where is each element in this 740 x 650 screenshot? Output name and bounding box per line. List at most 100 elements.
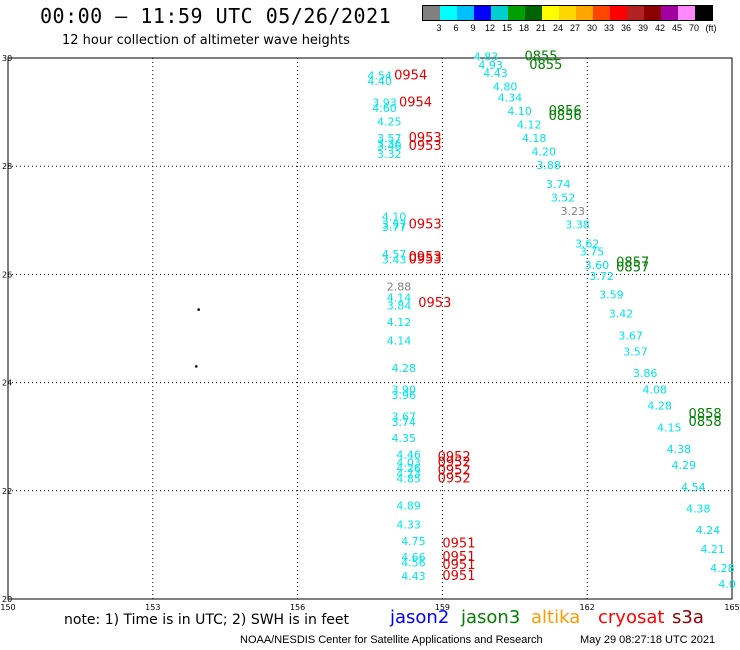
pass-time-label: 0855 [524,50,557,65]
wave-height-label: 4.18 [522,132,547,145]
legend-label: (ft) [705,23,717,33]
wave-height-label: 3.67 [392,410,417,423]
wave-height-label: 4.80 [493,80,518,93]
footer-credit: NOAA/NESDIS Center for Satellite Applica… [240,634,543,646]
pass-time-label: 0952 [438,464,471,479]
map-frame [7,57,733,600]
lon-tick-label: 150 [0,603,15,612]
wave-height-label: 4.54 [681,481,706,494]
page-title: 00:00 – 11:59 UTC 05/26/2021 [40,4,392,28]
wave-height-label: 4.40 [367,75,392,88]
wave-height-label: 3.86 [633,367,658,380]
lat-tick-label: 28 [2,162,12,171]
pass-time-label: 0953 [409,217,442,232]
legend-label: 12 [484,23,495,33]
data-marks: 4.544.403.934.604.253.573.363.463.324.10… [194,50,736,591]
pass-time-label: 0858 [689,407,722,422]
pass-time-label: 0953 [409,253,442,268]
lat-tick-label: 30 [2,54,12,63]
wave-height-label: 3.57 [623,346,648,359]
pass-time-label: 0952 [438,455,471,470]
map-grid [7,57,733,600]
legend-label: 42 [654,23,665,33]
legend-swatch [423,6,440,20]
wave-height-label: 3.32 [377,148,402,161]
legend-label: 30 [586,23,597,33]
lon-tick-label: 159 [435,603,450,612]
legend-label: 24 [552,23,563,33]
pass-time-label: 0857 [616,255,649,270]
lat-tick-label: 20 [2,595,12,604]
wave-height-label: 4.54 [367,70,392,83]
legend-label: 15 [501,23,512,33]
legend-label: 6 [453,23,459,33]
wave-height-label: 4.60 [372,102,397,115]
wave-height-label: 4.93 [478,59,503,72]
legend-label: 21 [535,23,546,33]
wave-height-label: 4.66 [401,551,426,564]
legend-swatch [474,6,491,20]
wave-height-label: 4.35 [392,432,417,445]
wave-height-label: 4.46 [396,448,421,461]
legend-swatch [678,6,695,20]
legend-label: 18 [518,23,529,33]
pass-time-label: 0953 [409,131,442,146]
wave-height-label: 3.62 [575,237,600,250]
legend-swatch [627,6,644,20]
wave-height-label: 4.56 [401,557,426,570]
wave-height-label: 4.24 [696,524,721,537]
wave-height-label: 2.88 [387,281,412,294]
wave-height-label: 4.34 [498,91,523,104]
wave-height-label: 4.28 [392,362,417,375]
wave-height-label: 4.89 [396,500,421,513]
wave-height-label: 4.38 [686,502,711,515]
legend-label: 70 [688,23,699,33]
wave-height-label: 3.23 [560,205,585,218]
legend-swatch [440,6,457,20]
legend-swatch [457,6,474,20]
mission-altika: altika [531,607,581,628]
legend-color-bar [422,5,713,21]
footer-timestamp: May 29 08:27:18 UTC 2021 [580,634,716,646]
legend-label: 39 [637,23,648,33]
lon-tick-label: 156 [290,603,305,612]
pass-time-label: 0856 [549,109,582,124]
wave-height-label: 3.75 [580,245,605,258]
legend-swatch [542,6,559,20]
legend-label: 27 [569,23,580,33]
wave-height-label: 3.59 [599,289,624,302]
pass-time-label: 0858 [689,415,722,430]
wave-height-label: 4.20 [532,145,557,158]
mission-s3a: s3a [672,607,704,628]
wave-height-label: 4.85 [396,473,421,486]
legend-swatch [508,6,525,20]
axis-labels: 150 153 156 159 162 165 30 28 26 24 22 20 [0,54,739,612]
legend-label: 45 [671,23,682,33]
legend-swatch [644,6,661,20]
wave-height-label: 3.74 [392,416,417,429]
wave-height-label: 4.0 [718,578,736,591]
legend-swatch [593,6,610,20]
pass-time-label: 0953 [409,250,442,265]
wave-height-label: 4.12 [517,118,542,131]
wave-height-label: 4.28 [710,562,735,575]
legend-swatch [525,6,542,20]
wave-height-label: 3.97 [382,218,407,231]
lat-tick-label: 24 [2,379,12,388]
wave-height-label: 4.83 [474,51,499,64]
wave-height-label: 4.21 [700,543,725,556]
wave-height-label: 3.42 [609,308,634,321]
pass-time-label: 0952 [438,450,471,465]
color-legend: 3 6 9 12 15 18 21 24 27 30 33 36 39 42 45 70 (ft) [422,5,717,35]
lon-tick-label: 153 [145,603,160,612]
pass-time-label: 0953 [409,139,442,154]
wave-height-label: 4.14 [387,335,412,348]
wave-height-label: 3.43 [382,254,407,267]
lat-tick-label: 26 [2,270,12,279]
lat-tick-label: 22 [2,487,12,496]
wave-height-label: 4.03 [396,456,421,469]
wave-height-label: 3.74 [546,178,571,191]
legend-labels: 3 6 9 12 15 18 21 24 27 30 33 36 39 42 45 70 (ft) [422,23,716,35]
wave-height-label: 4.57 [382,248,407,261]
